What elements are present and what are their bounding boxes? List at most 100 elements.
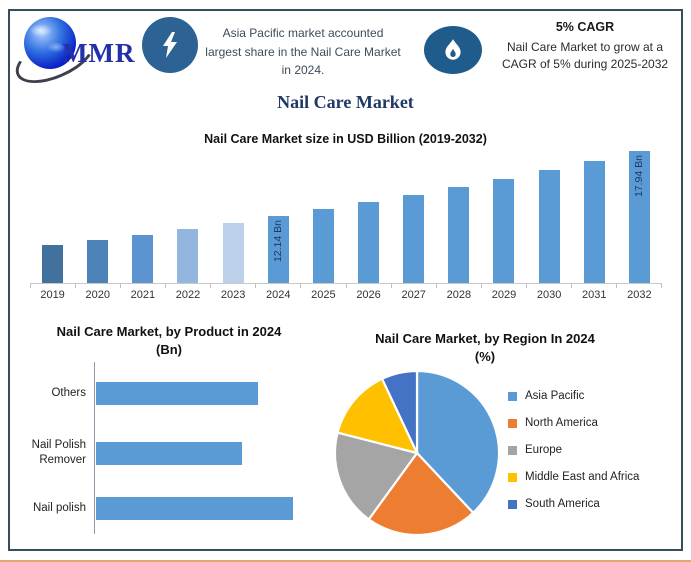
legend-item: Asia Pacific (508, 390, 639, 402)
region-chart-title: Nail Care Market, by Region In 2024 (%) (332, 330, 638, 366)
pie-slice-asia-pacific (415, 369, 501, 515)
x-axis-label-2025: 2025 (311, 289, 336, 301)
pie-slice-europe (333, 431, 419, 521)
legend-label: South America (525, 498, 600, 510)
product-bar-chart: Others Nail Polish Remover Nail polish (20, 362, 322, 540)
bar-cell: 12.14 Bn (256, 216, 301, 283)
x-axis-label-2032: 2032 (627, 289, 652, 301)
bar-2028 (448, 187, 470, 283)
bar-2023 (222, 223, 244, 283)
cagr-title: 5% CAGR (555, 20, 615, 34)
region-chart-title-unit: (%) (474, 349, 496, 365)
bar-cell (346, 202, 391, 283)
bar-cell (165, 229, 210, 283)
pie-slice-south-america (380, 369, 419, 454)
bar-2030 (538, 170, 560, 283)
bar-value-label-2024: 12.14 Bn (272, 220, 285, 263)
logo-text: MMR (62, 38, 136, 68)
x-axis-label-2024: 2024 (266, 289, 291, 301)
pie-slice-north-america (367, 451, 475, 537)
x-axis-label-2026: 2026 (356, 289, 381, 301)
x-axis-tick (301, 284, 347, 288)
flame-icon (424, 26, 482, 74)
legend-marker-icon (508, 445, 517, 455)
product-chart-title: Nail Care Market, by Product in 2024 (Bn… (18, 323, 320, 359)
legend-item: North America (508, 417, 639, 429)
bar-cell (75, 240, 120, 283)
x-axis-label-2030: 2030 (536, 289, 562, 301)
bar-2020 (87, 240, 109, 283)
legend-marker-icon (508, 391, 517, 401)
product-chart-title-line1: Nail Care Market, by Product in 2024 (56, 324, 282, 339)
bar-2024: 12.14 Bn (267, 216, 289, 283)
bar-2025 (312, 209, 334, 283)
product-label: Nail Polish Remover (31, 439, 86, 466)
x-axis-label-2031: 2031 (582, 289, 607, 301)
bar-2021 (132, 235, 154, 283)
x-axis-tick (482, 284, 527, 288)
cagr-block: 5% CAGR Nail Care Market to grow at a CA… (490, 20, 680, 74)
legend-marker-icon (508, 499, 517, 509)
product-bar (96, 441, 242, 465)
flame-glyph (445, 39, 461, 60)
x-axis-tick (211, 284, 257, 288)
x-axis-tick (347, 284, 392, 288)
bar-cell (30, 245, 75, 283)
x-axis-tick (572, 284, 618, 288)
legend-marker-icon (508, 472, 517, 482)
x-axis-label-2029: 2029 (491, 289, 517, 301)
x-axis-tick (76, 284, 122, 288)
bar-2027 (403, 195, 425, 283)
yearly-chart-title: Nail Care Market size in USD Billion (20… (204, 132, 487, 146)
legend-item: Middle East and Africa (508, 471, 639, 483)
product-row: Nail Polish Remover (20, 426, 322, 480)
bar-cell (120, 235, 165, 283)
x-axis-label-2023: 2023 (220, 289, 246, 301)
x-axis-tick (437, 284, 482, 288)
bar-2029 (493, 179, 515, 283)
product-bar (96, 381, 258, 405)
x-axis-tick (256, 284, 302, 288)
pie-legend: Asia Pacific North America Europe Middle Ea… (508, 390, 639, 525)
legend-label: Europe (525, 444, 563, 456)
product-row: Others (20, 366, 322, 420)
bottom-edge-decoration (0, 560, 691, 562)
mmr-logo: MMR (8, 14, 140, 94)
bar-2032: 17.94 Bn (628, 151, 650, 283)
legend-label: Asia Pacific (525, 390, 585, 402)
yearly-bar-chart: 12.14 Bn 17.94 Bn (30, 148, 662, 284)
x-axis-tick (617, 284, 663, 288)
globe-icon (24, 17, 76, 69)
y-axis-line (94, 362, 95, 534)
x-axis-label-2021: 2021 (130, 289, 156, 301)
legend-label: Middle East and Africa (525, 471, 640, 483)
bar-2026 (358, 202, 380, 283)
x-axis-tick (527, 284, 572, 288)
x-axis-label-2028: 2028 (446, 289, 472, 301)
bar-cell (436, 187, 481, 283)
bar-value-label-2032: 17.94 Bn (633, 155, 646, 198)
lightning-icon (142, 17, 198, 73)
bar-cell (391, 195, 436, 283)
bar-2022 (177, 229, 199, 283)
x-axis-tick (30, 284, 77, 288)
legend-item: Europe (508, 444, 639, 456)
legend-label: North America (525, 417, 598, 429)
bar-cell (481, 179, 526, 283)
bar-2019 (42, 245, 64, 283)
x-axis-labels: 2019 2020 2021 2022 2023 2024 2025 2026 2027 2028… (30, 289, 662, 301)
x-axis-tick (166, 284, 212, 288)
product-row: Nail polish (20, 481, 322, 535)
region-chart-title-line1: Nail Care Market, by Region In 2024 (375, 331, 595, 346)
bar-cell (527, 170, 572, 283)
legend-item: South America (508, 498, 639, 510)
x-axis-label-2019: 2019 (40, 289, 65, 301)
product-bar (96, 496, 293, 520)
bar-cell (301, 209, 346, 283)
bar-cell: 17.94 Bn (617, 151, 662, 283)
product-label: Others (51, 386, 86, 399)
page-title: Nail Care Market (277, 92, 414, 112)
x-axis-label-2027: 2027 (401, 289, 426, 301)
bar-cell (211, 223, 256, 283)
